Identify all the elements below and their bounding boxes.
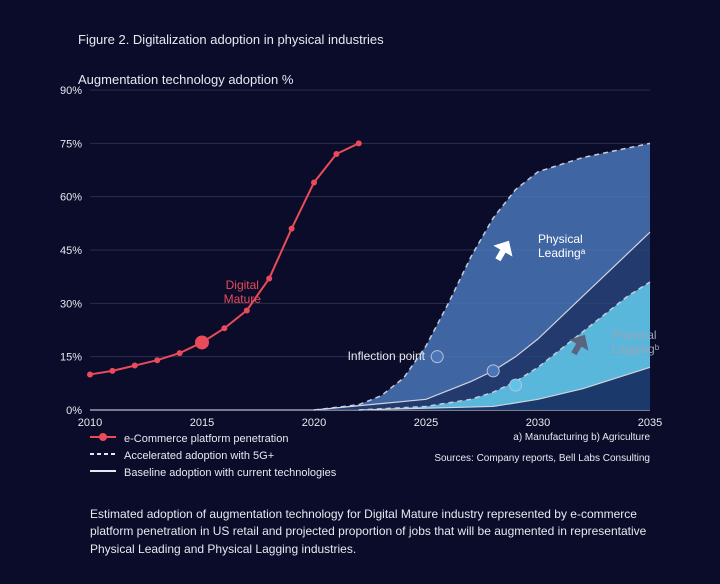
marker-ecommerce (221, 325, 227, 331)
legend-symbol (90, 449, 116, 462)
note-ab: a) Manufacturing b) Agriculture (434, 432, 650, 443)
legend-symbol (90, 466, 116, 479)
xtick-label: 2010 (78, 417, 102, 429)
legend-symbol (90, 432, 116, 445)
label-physical-lagging: Laggingᵇ (612, 342, 660, 356)
marker-ecommerce (132, 363, 138, 369)
note-sources: Sources: Company reports, Bell Labs Cons… (434, 453, 650, 464)
ytick-label: 0% (66, 405, 82, 417)
marker-ecommerce (154, 357, 160, 363)
caption: Estimated adoption of augmentation techn… (90, 506, 650, 558)
legend-row: Accelerated adoption with 5G+ (90, 449, 336, 462)
marker-inflection-leading (487, 365, 499, 377)
annotation-inflection: Inflection point (348, 349, 426, 363)
figure-title: Figure 2. Digitalization adoption in phy… (78, 32, 384, 47)
figure-page: Figure 2. Digitalization adoption in phy… (0, 0, 720, 584)
chart-area: 0%15%30%45%60%75%90%20102015202020252030… (90, 90, 650, 410)
chart-svg: 0%15%30%45%60%75%90%20102015202020252030… (90, 90, 650, 410)
marker-ecommerce (333, 151, 339, 157)
ytick-label: 75% (60, 138, 82, 150)
ytick-label: 90% (60, 85, 82, 97)
ytick-label: 60% (60, 192, 82, 204)
legend-label: Baseline adoption with current technolog… (124, 467, 336, 479)
legend-row: e-Commerce platform penetration (90, 432, 336, 445)
xtick-label: 2020 (302, 417, 326, 429)
marker-ecommerce (109, 368, 115, 374)
label-physical-leading: Physical (538, 232, 583, 246)
ytick-label: 15% (60, 352, 82, 364)
marker-ecommerce (311, 179, 317, 185)
marker-ecommerce (244, 307, 250, 313)
annotation-digital-mature: Digital (226, 278, 259, 292)
side-notes: a) Manufacturing b) Agriculture Sources:… (434, 432, 650, 464)
legend-label: Accelerated adoption with 5G+ (124, 450, 274, 462)
marker-ecommerce (177, 350, 183, 356)
figure-subtitle: Augmentation technology adoption % (78, 72, 293, 87)
legend-row: Baseline adoption with current technolog… (90, 466, 336, 479)
legend-label: e-Commerce platform penetration (124, 433, 288, 445)
label-physical-leading: Leadingᵃ (538, 246, 586, 260)
xtick-label: 2015 (190, 417, 214, 429)
marker-ecommerce (87, 371, 93, 377)
xtick-label: 2025 (414, 417, 438, 429)
label-physical-lagging: Physical (612, 328, 657, 342)
marker-inflection (431, 351, 443, 363)
annotation-digital-mature: Mature (224, 292, 262, 306)
ytick-label: 45% (60, 245, 82, 257)
xtick-label: 2030 (526, 417, 550, 429)
line-ecommerce (90, 143, 359, 374)
marker-ecommerce (356, 140, 362, 146)
ytick-label: 30% (60, 298, 82, 310)
marker-ecommerce (289, 226, 295, 232)
legend: e-Commerce platform penetration Accelerat… (90, 432, 336, 483)
xtick-label: 2035 (638, 417, 662, 429)
marker-ecommerce-big (195, 335, 209, 349)
marker-ecommerce (266, 275, 272, 281)
marker-inflection-lagging (510, 379, 522, 391)
